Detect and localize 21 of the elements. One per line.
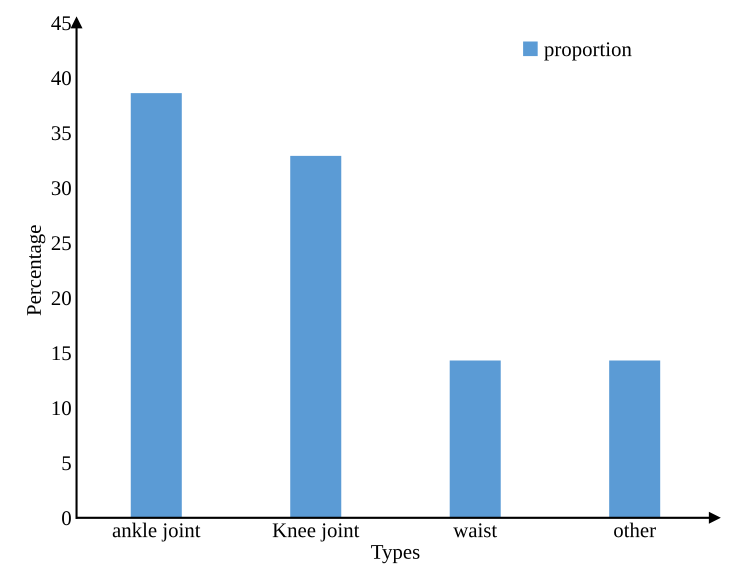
x-tick-label: Knee joint xyxy=(272,523,360,542)
y-tick-label: 40 xyxy=(51,71,71,86)
x-tick-label: ankle joint xyxy=(112,522,200,542)
legend-label: proportion xyxy=(544,42,632,61)
y-tick-label: 35 xyxy=(52,126,71,140)
x-axis-title: Types xyxy=(371,545,420,564)
x-tick-label: waist xyxy=(453,523,498,538)
bar xyxy=(290,156,342,518)
y-tick-label: 30 xyxy=(52,181,71,196)
y-tick-label: 20 xyxy=(52,291,71,306)
y-tick-label: 25 xyxy=(52,236,71,250)
bar xyxy=(130,93,182,518)
y-tick-label: 0 xyxy=(62,511,71,526)
bar xyxy=(450,360,501,518)
y-tick-label: 5 xyxy=(62,456,71,470)
y-tick-label: 45 xyxy=(51,16,71,30)
y-tick-label: 15 xyxy=(52,346,71,360)
bar xyxy=(609,360,660,518)
y-axis-title: Percentage xyxy=(27,225,46,316)
x-tick-label: other xyxy=(614,522,656,538)
y-tick-label: 10 xyxy=(52,401,71,416)
